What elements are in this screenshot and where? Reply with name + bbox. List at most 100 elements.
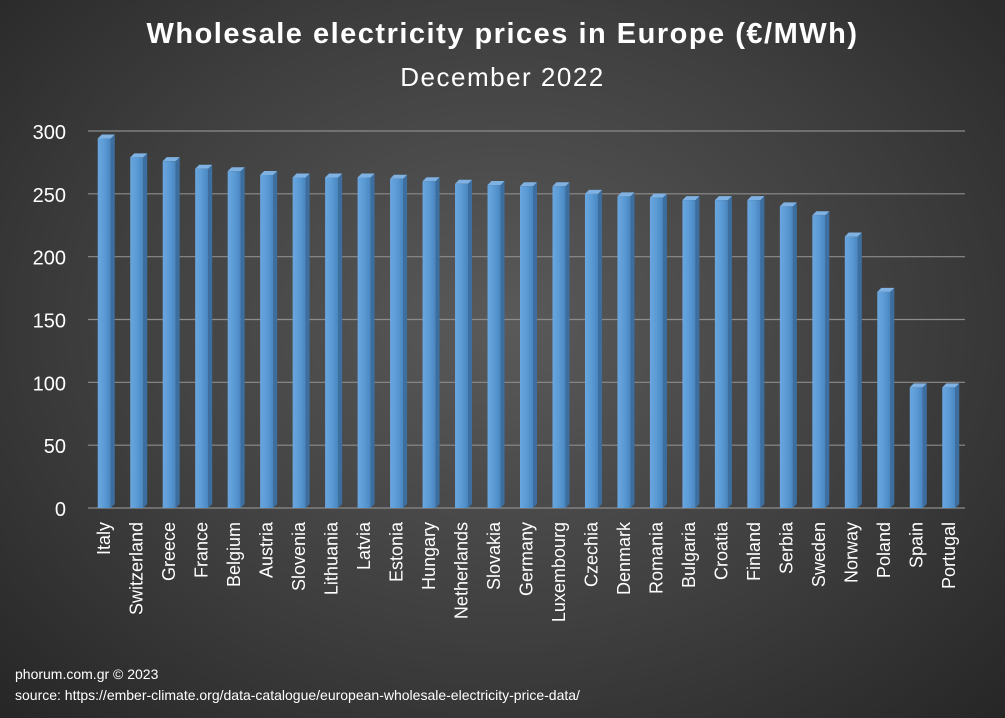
bar — [130, 153, 148, 508]
bar — [195, 164, 213, 508]
x-tick-label: Hungary — [419, 522, 439, 590]
bar-side — [500, 181, 505, 508]
bar-front — [162, 161, 176, 508]
x-tick-label: Romania — [646, 521, 666, 594]
bar-top — [520, 182, 537, 187]
x-tick-label: Portugal — [939, 522, 959, 589]
bar-side — [597, 189, 602, 509]
bar-front — [844, 236, 858, 508]
bar — [584, 189, 602, 509]
bars — [97, 134, 960, 509]
bar-top — [617, 192, 635, 197]
bar-front — [292, 177, 306, 508]
bar-top — [162, 157, 180, 162]
bar — [260, 170, 278, 508]
bar-top — [584, 189, 602, 194]
bar-top — [487, 181, 505, 186]
bar — [649, 193, 667, 508]
bar-side — [468, 179, 473, 508]
bar-top — [357, 173, 375, 178]
bar — [812, 211, 830, 509]
bar-front — [552, 186, 566, 508]
bar-front — [390, 178, 404, 508]
bar-side — [760, 196, 765, 508]
bar-front — [487, 185, 501, 508]
y-tick-label: 150 — [33, 311, 66, 333]
bar-front — [325, 177, 339, 508]
bar-front — [260, 174, 274, 508]
bar-top — [390, 174, 408, 179]
x-tick-label: Greece — [159, 522, 179, 581]
bar-front — [942, 387, 956, 508]
bar-side — [110, 134, 115, 509]
bar-side — [825, 211, 830, 509]
bar-top — [260, 170, 278, 175]
x-tick-label: Denmark — [614, 521, 634, 595]
bar-front — [779, 206, 793, 508]
bar-top — [812, 211, 830, 216]
bar-front — [130, 157, 144, 508]
bar — [422, 177, 440, 508]
x-tick-label: Serbia — [776, 521, 796, 574]
bar-front — [909, 387, 923, 508]
x-tick-label: Slovenia — [289, 521, 309, 591]
bar-side — [955, 383, 960, 508]
bar-front — [649, 197, 663, 508]
x-tick-label: Italy — [94, 522, 114, 555]
bar — [877, 287, 895, 508]
bar — [682, 196, 700, 508]
x-tick-label: Croatia — [711, 521, 731, 580]
bar-top — [455, 179, 473, 184]
y-tick-label: 250 — [33, 185, 66, 207]
y-tick-label: 100 — [33, 373, 66, 395]
x-tick-label: Switzerland — [127, 522, 147, 615]
bar-front — [520, 186, 533, 508]
bar-front — [747, 200, 761, 508]
bar — [357, 173, 375, 508]
bar-top — [227, 167, 245, 172]
bar — [747, 196, 765, 508]
bar-side — [435, 177, 440, 508]
y-tick-label: 300 — [33, 122, 66, 144]
bar-side — [273, 170, 278, 508]
x-tick-label: Spain — [906, 522, 926, 568]
bar-side — [175, 157, 180, 508]
bar — [942, 383, 960, 508]
bar — [844, 232, 862, 508]
x-tick-label: Norway — [841, 522, 861, 583]
x-tick-label: Belgium — [224, 522, 244, 587]
bar-top — [97, 134, 115, 139]
bar-front — [195, 168, 209, 508]
bar-side — [695, 196, 700, 508]
x-tick-label: Czechia — [581, 521, 601, 587]
bar-side — [143, 153, 148, 508]
bar-top — [747, 196, 765, 201]
bar-side — [565, 182, 570, 508]
bar-side — [662, 193, 667, 508]
x-tick-label: Austria — [257, 521, 277, 578]
y-tick-label: 0 — [55, 499, 66, 521]
chart-subtitle: December 2022 — [400, 62, 605, 92]
bar-top — [649, 193, 667, 198]
bar-front — [455, 183, 469, 508]
x-tick-label: Poland — [874, 522, 894, 578]
bar-front — [227, 171, 241, 509]
x-tick-label: Bulgaria — [679, 521, 699, 588]
x-tick-label: Germany — [517, 522, 537, 596]
x-tick-label: Sweden — [809, 522, 829, 587]
bar-side — [890, 287, 895, 508]
bar-top — [292, 173, 310, 178]
bar-side — [403, 174, 408, 508]
bar-front — [584, 193, 598, 509]
bar-front — [97, 138, 111, 509]
bar — [714, 196, 732, 508]
bar-top — [909, 383, 927, 388]
bar-side — [305, 173, 310, 508]
bar-side — [792, 202, 797, 508]
bar-top — [714, 196, 732, 201]
x-tick-label: Netherlands — [452, 522, 472, 619]
bar — [455, 179, 473, 508]
x-tick-label: Luxembourg — [549, 522, 569, 622]
bar-front — [357, 177, 371, 508]
